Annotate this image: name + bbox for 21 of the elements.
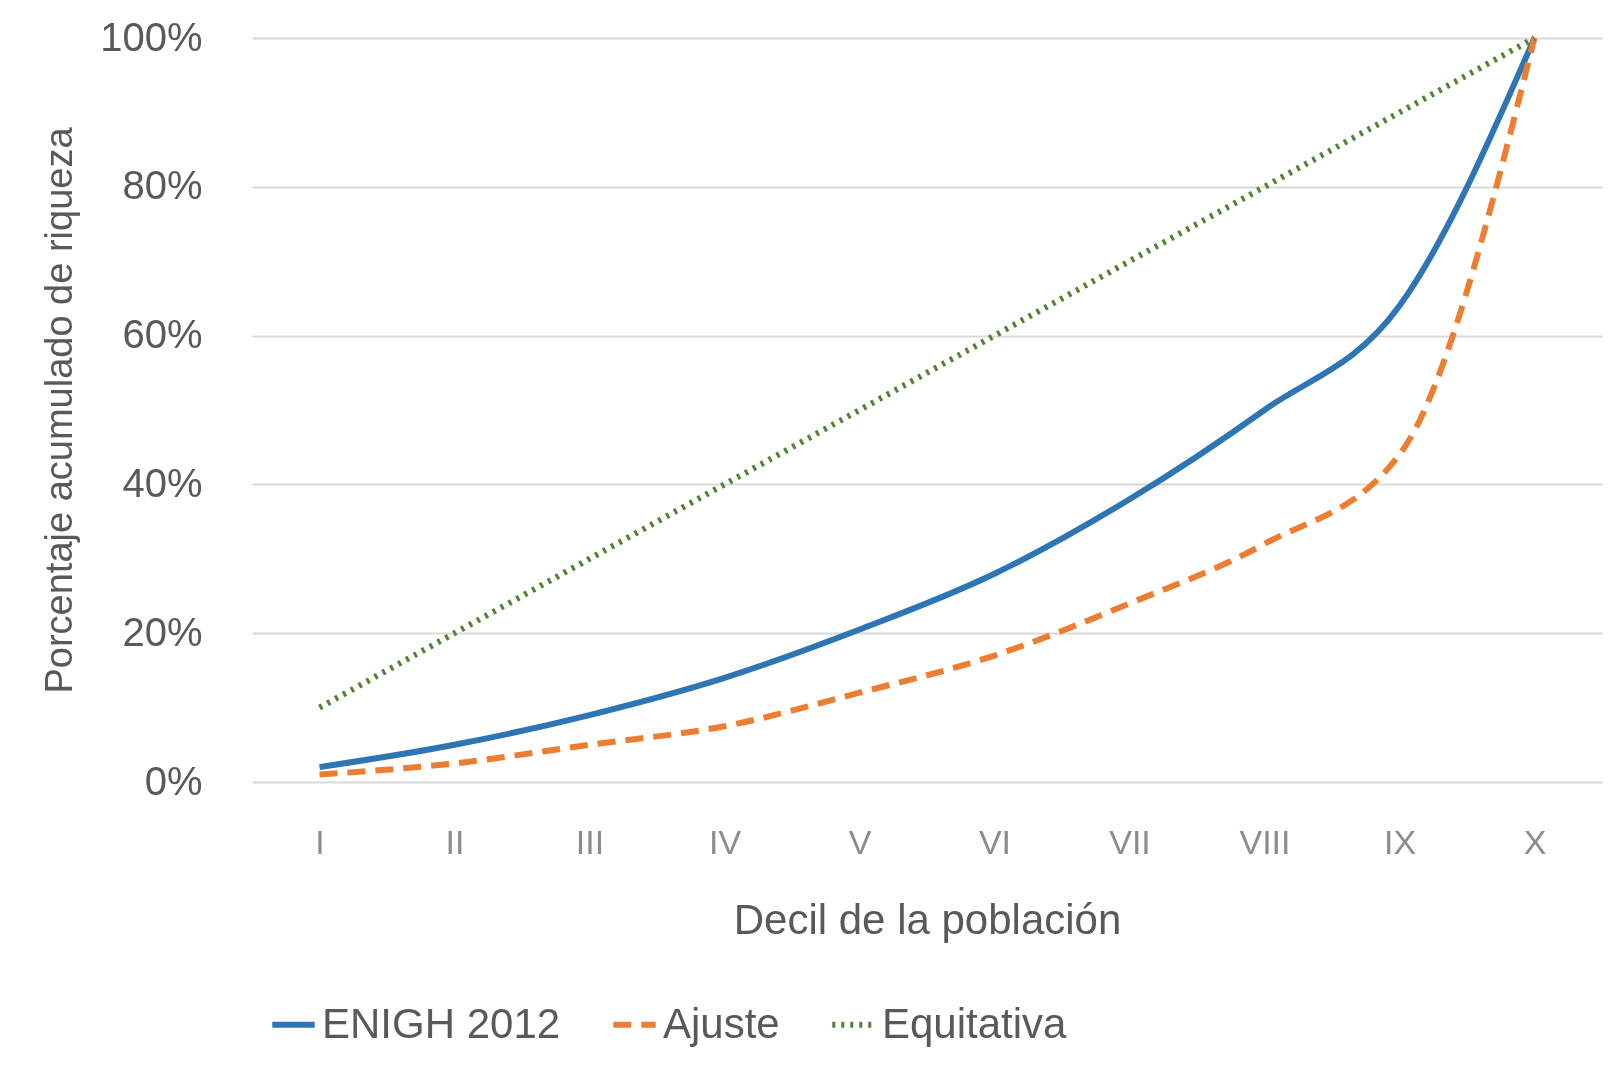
- x-tick-label: II: [445, 822, 465, 861]
- x-tick-label: V: [848, 822, 872, 861]
- x-tick-label: VII: [1109, 822, 1151, 861]
- y-tick-label: 40%: [122, 460, 203, 505]
- y-tick-label: 80%: [122, 163, 203, 208]
- legend-label: Equitativa: [882, 999, 1068, 1047]
- y-tick-label: 60%: [122, 312, 203, 357]
- x-tick-label: I: [315, 822, 325, 861]
- x-tick-label: IV: [708, 822, 742, 861]
- y-tick-label: 100%: [100, 14, 203, 59]
- x-tick-label: IX: [1383, 822, 1417, 861]
- x-axis-title: Decil de la población: [733, 895, 1122, 943]
- y-axis-title: Porcentaje acumulado de riqueza: [38, 126, 81, 694]
- x-tick-label: VI: [978, 822, 1012, 861]
- legend-label: Ajuste: [663, 999, 780, 1047]
- x-tick-label: III: [575, 822, 605, 861]
- x-tick-label: VIII: [1239, 822, 1291, 861]
- x-tick-label: X: [1523, 822, 1547, 861]
- y-tick-label: 20%: [122, 609, 203, 654]
- legend-label: ENIGH 2012: [322, 999, 561, 1047]
- y-tick-label: 0%: [144, 758, 203, 803]
